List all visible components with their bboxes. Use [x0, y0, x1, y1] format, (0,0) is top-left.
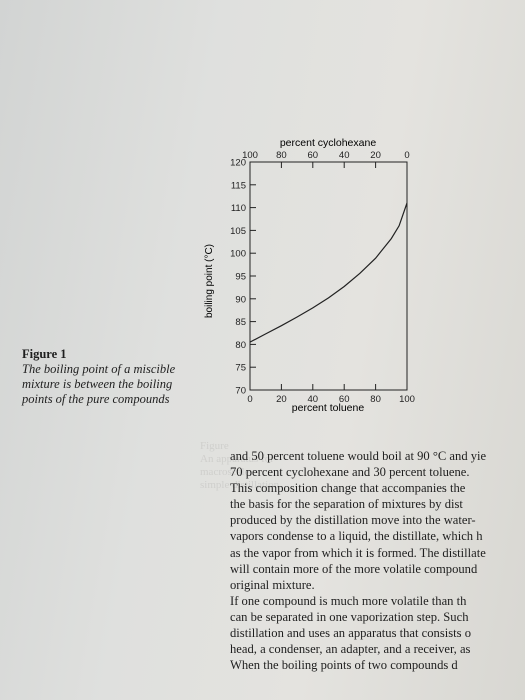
y-axis-label: boiling point (°C): [204, 244, 215, 318]
y-tick-label: 100: [230, 249, 246, 260]
top-axis-label: percent cyclohexane: [280, 137, 376, 149]
top-x-tick-label: 60: [308, 150, 319, 161]
y-tick-label: 90: [235, 294, 246, 305]
bleed-through-text: Figure An apparatus for macroscale simpl…: [200, 440, 320, 492]
y-tick-label: 105: [230, 226, 246, 237]
y-tick-label: 85: [235, 317, 246, 328]
y-tick-label: 70: [235, 386, 246, 397]
x-tick-label: 40: [308, 394, 319, 405]
figure-caption: Figure 1 The boiling point of a miscible…: [22, 347, 202, 407]
body-line: 70 percent cyclohexane and 30 percent to…: [230, 465, 470, 480]
y-tick-label: 95: [235, 272, 246, 283]
top-x-tick-label: 0: [404, 150, 409, 161]
body-line: original mixture.: [230, 577, 315, 592]
body-line: as the vapor from which it is formed. Th…: [230, 545, 486, 560]
y-tick-label: 75: [235, 363, 246, 374]
body-line: will contain more of the more volatile c…: [230, 561, 478, 576]
top-x-tick-label: 80: [276, 150, 287, 161]
x-tick-label: 0: [247, 394, 252, 405]
x-tick-label: 80: [370, 394, 381, 405]
y-tick-label: 115: [231, 180, 246, 191]
body-line: If one compound is much more volatile th…: [230, 593, 467, 608]
body-line: When the boiling points of two compounds…: [230, 658, 458, 673]
top-x-tick-label: 40: [339, 150, 350, 161]
top-x-tick-label: 100: [242, 150, 258, 161]
ghost-line: Figure: [200, 440, 229, 452]
figure-caption-text: The boiling point of a miscible mixture …: [22, 362, 176, 406]
x-tick-label: 60: [339, 394, 350, 405]
x-tick-label: 100: [399, 394, 415, 405]
y-tick-label: 110: [231, 203, 246, 214]
y-tick-label: 80: [235, 340, 246, 351]
body-text: and 50 percent toluene would boil at 90 …: [230, 448, 525, 673]
y-tick-label: 120: [230, 158, 246, 169]
body-line: This composition change that accompanies…: [230, 481, 466, 496]
body-line: produced by the distillation move into t…: [230, 513, 476, 528]
plot-frame: [249, 161, 408, 391]
body-line: the basis for the separation of mixtures…: [230, 497, 463, 512]
body-line: head, a condenser, an adapter, and a rec…: [230, 642, 471, 657]
body-line: and 50 percent toluene would boil at 90 …: [230, 449, 487, 463]
body-line: can be separated in one vaporization ste…: [230, 609, 469, 624]
figure-title: Figure 1: [22, 347, 67, 361]
top-x-tick-label: 20: [370, 150, 381, 161]
boiling-point-curve: [249, 202, 408, 343]
ghost-line: An apparatus for macroscale: [200, 453, 274, 478]
x-tick-label: 20: [276, 394, 287, 405]
body-line: vapors condense to a liquid, the distill…: [230, 529, 483, 544]
ghost-line: simple distillation: [200, 479, 280, 491]
body-line: distillation and uses an apparatus that …: [230, 626, 471, 641]
x-axis-label: percent toluene: [292, 402, 365, 414]
